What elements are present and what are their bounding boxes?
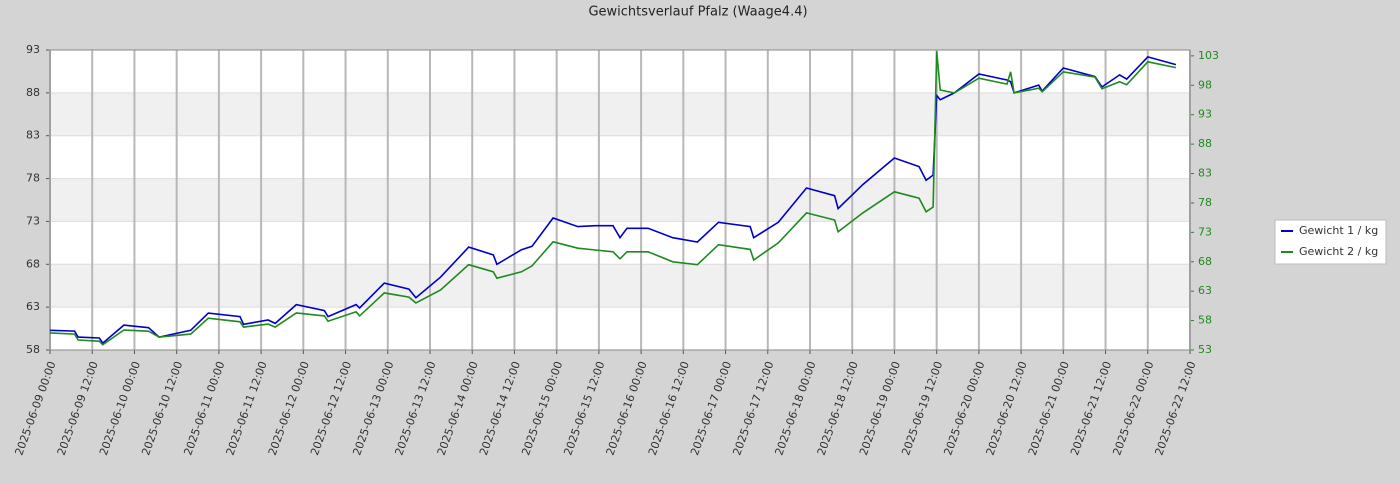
x-tick-label: 2025-06-11 00:00 — [181, 360, 227, 458]
plot-border — [49, 49, 1191, 351]
data-line — [49, 51, 1177, 346]
x-tick-label: 2025-06-10 00:00 — [97, 360, 143, 458]
y2-tick-label: 103 — [1198, 49, 1219, 62]
x-tick-label: 2025-06-19 00:00 — [857, 360, 903, 458]
x-tick-label: 2025-06-09 00:00 — [13, 360, 59, 458]
y2-tick-label: 58 — [1198, 314, 1212, 327]
y-tick-label: 68 — [26, 257, 40, 270]
y2-tick-label: 73 — [1198, 225, 1212, 238]
x-tick-label: 2025-06-18 00:00 — [773, 360, 819, 458]
x-tick-label: 2025-06-17 12:00 — [730, 360, 776, 458]
x-tick-label: 2025-06-18 12:00 — [815, 360, 861, 458]
x-tick-label: 2025-06-13 12:00 — [393, 360, 439, 458]
x-tick-label: 2025-06-13 00:00 — [350, 360, 396, 458]
x-tick-label: 2025-06-10 12:00 — [139, 360, 185, 458]
x-tick-label: 2025-06-21 00:00 — [1026, 360, 1072, 458]
x-tick-label: 2025-06-16 00:00 — [604, 360, 650, 458]
y2-tick-label: 68 — [1198, 255, 1212, 268]
y-tick-label: 83 — [26, 129, 40, 142]
x-tick-label: 2025-06-11 12:00 — [224, 360, 270, 458]
legend-box — [1274, 219, 1387, 265]
x-tick-label: 2025-06-20 00:00 — [941, 360, 987, 458]
legend-label: Gewicht 2 / kg — [1299, 245, 1378, 258]
x-tick-label: 2025-06-20 12:00 — [984, 360, 1030, 458]
y2-tick-label: 93 — [1198, 108, 1212, 121]
grid-band — [50, 178, 1190, 222]
x-tick-label: 2025-06-22 12:00 — [1153, 360, 1199, 458]
grid-band — [50, 92, 1190, 136]
x-tick-label: 2025-06-21 12:00 — [1068, 360, 1114, 458]
y-tick-label: 58 — [26, 343, 40, 356]
y-tick-label: 63 — [26, 300, 40, 313]
y2-tick-label: 78 — [1198, 196, 1212, 209]
x-tick-label: 2025-06-15 00:00 — [519, 360, 565, 458]
y2-tick-label: 53 — [1198, 343, 1212, 356]
x-tick-label: 2025-06-09 12:00 — [55, 360, 101, 458]
x-tick-label: 2025-06-22 00:00 — [1110, 360, 1156, 458]
y-tick-label: 88 — [26, 86, 40, 99]
y2-tick-label: 88 — [1198, 137, 1212, 150]
y-tick-label: 78 — [26, 172, 40, 185]
x-tick-label: 2025-06-14 12:00 — [477, 360, 523, 458]
x-tick-label: 2025-06-14 00:00 — [435, 360, 481, 458]
x-tick-label: 2025-06-15 12:00 — [561, 360, 607, 458]
x-tick-label: 2025-06-17 00:00 — [688, 360, 734, 458]
grid-band — [50, 264, 1190, 308]
y2-tick-label: 63 — [1198, 284, 1212, 297]
y2-tick-label: 83 — [1198, 167, 1212, 180]
chart-title: Gewichtsverlauf Pfalz (Waage4.4) — [588, 5, 807, 20]
y-tick-label: 93 — [26, 43, 40, 56]
legend-label: Gewicht 1 / kg — [1299, 224, 1378, 237]
x-tick-label: 2025-06-12 12:00 — [308, 360, 354, 458]
x-tick-label: 2025-06-19 12:00 — [899, 360, 945, 458]
y-tick-label: 73 — [26, 214, 40, 227]
y2-tick-label: 98 — [1198, 78, 1212, 91]
x-tick-label: 2025-06-12 00:00 — [266, 360, 312, 458]
x-tick-label: 2025-06-16 12:00 — [646, 360, 692, 458]
